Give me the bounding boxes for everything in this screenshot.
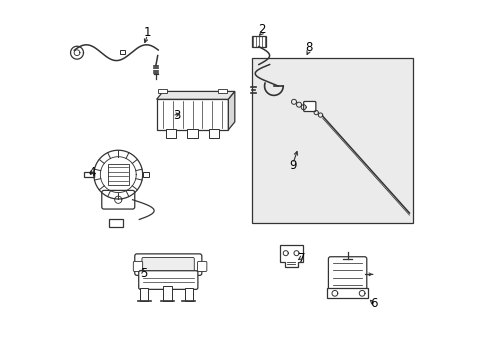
Text: 6: 6: [369, 297, 377, 310]
Bar: [156, 99, 228, 130]
Text: 3: 3: [172, 109, 180, 122]
Text: 2: 2: [258, 23, 265, 36]
FancyBboxPatch shape: [328, 257, 366, 292]
Bar: [140, 288, 148, 301]
Polygon shape: [228, 91, 234, 130]
Text: 1: 1: [143, 27, 151, 40]
Text: 9: 9: [288, 159, 296, 172]
Text: 8: 8: [305, 41, 312, 54]
FancyBboxPatch shape: [139, 271, 198, 289]
FancyBboxPatch shape: [303, 102, 315, 112]
Bar: [163, 286, 171, 301]
FancyBboxPatch shape: [135, 254, 202, 275]
Bar: [187, 129, 198, 138]
Bar: [251, 58, 412, 223]
Bar: [165, 129, 176, 138]
Bar: [120, 50, 125, 54]
Text: 4: 4: [88, 166, 96, 179]
Text: 7: 7: [298, 252, 305, 265]
Bar: [326, 288, 367, 298]
Bar: [142, 172, 149, 177]
FancyBboxPatch shape: [133, 261, 142, 271]
FancyBboxPatch shape: [197, 261, 206, 271]
FancyBboxPatch shape: [142, 257, 194, 272]
Bar: [158, 89, 167, 93]
Bar: [251, 36, 265, 46]
Bar: [84, 172, 94, 177]
Text: 5: 5: [140, 267, 147, 280]
Bar: [208, 129, 219, 138]
Bar: [107, 164, 129, 185]
Bar: [109, 219, 122, 226]
Polygon shape: [156, 91, 234, 99]
Bar: [217, 89, 226, 93]
FancyBboxPatch shape: [102, 190, 135, 209]
Bar: [184, 288, 193, 301]
